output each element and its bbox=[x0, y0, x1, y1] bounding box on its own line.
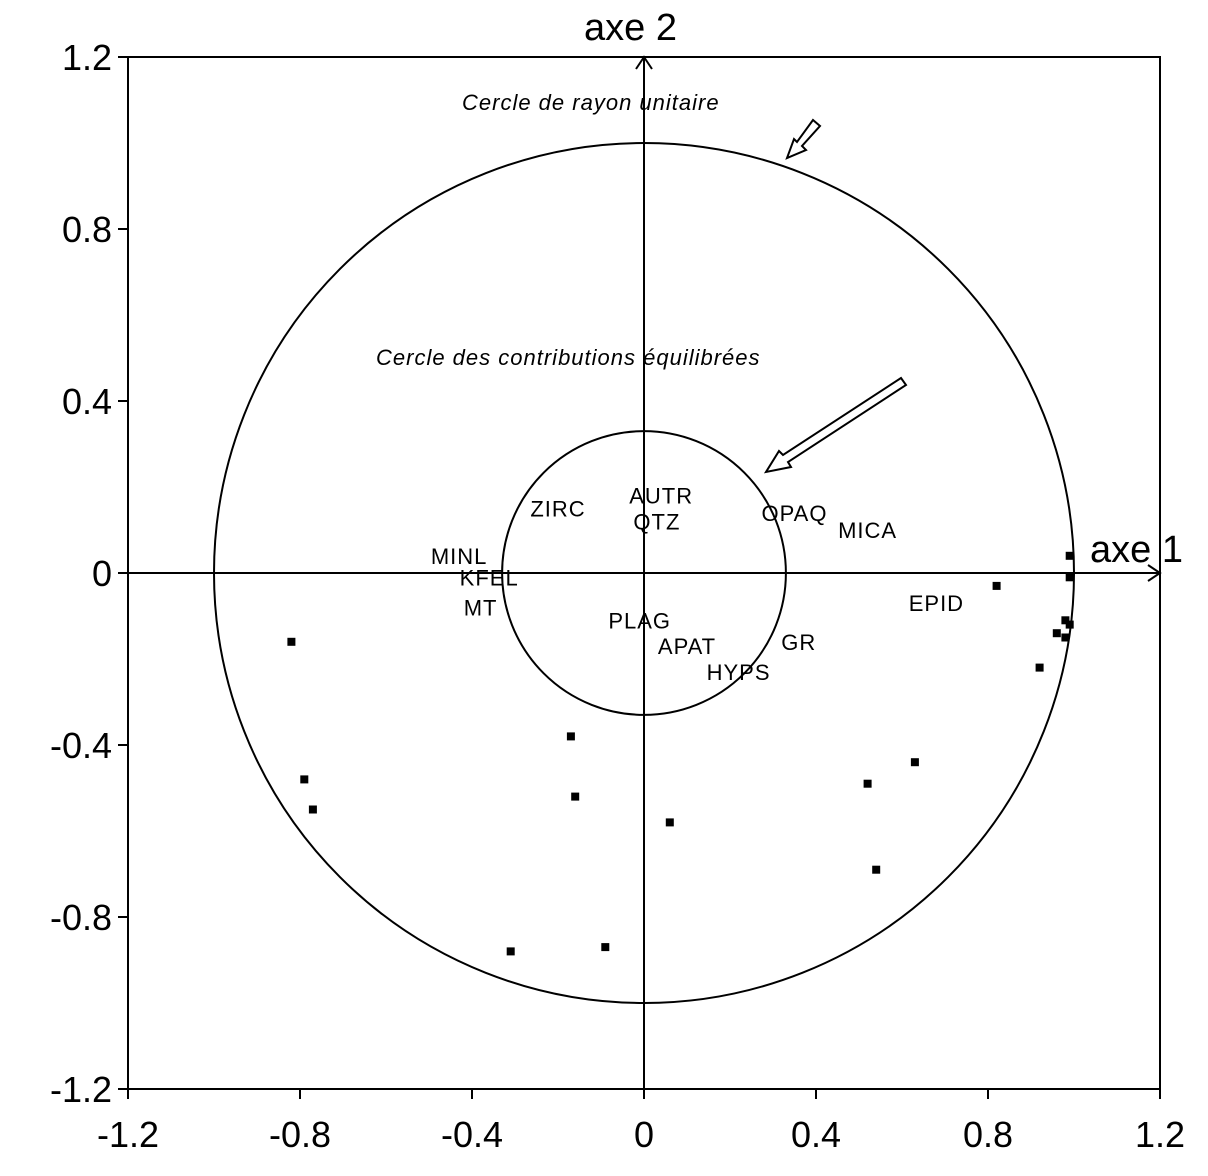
variable-label: MINL bbox=[431, 544, 488, 569]
data-point bbox=[992, 581, 1001, 590]
data-point bbox=[506, 947, 515, 956]
data-point bbox=[910, 758, 919, 767]
x-tick-label: -1.2 bbox=[97, 1114, 159, 1155]
data-point bbox=[571, 792, 580, 801]
y-tick-label: -0.8 bbox=[50, 897, 112, 938]
data-point bbox=[1052, 629, 1061, 638]
y-tick-label: 0.4 bbox=[62, 381, 112, 422]
data-point bbox=[1065, 573, 1074, 582]
x-tick-label: -0.8 bbox=[269, 1114, 331, 1155]
y-tick-label: 0.8 bbox=[62, 209, 112, 250]
axis-1-arrowhead bbox=[1147, 564, 1162, 582]
data-point bbox=[863, 779, 872, 788]
variable-label: QTZ bbox=[633, 509, 680, 534]
y-tick-label: 0 bbox=[92, 553, 112, 594]
y-tick-label: 1.2 bbox=[62, 37, 112, 78]
variable-label: MICA bbox=[838, 518, 897, 543]
variable-label: OPAQ bbox=[762, 501, 828, 526]
variable-label: HYPS bbox=[707, 660, 771, 685]
data-point bbox=[1061, 633, 1070, 642]
data-point bbox=[601, 943, 610, 952]
data-point bbox=[1065, 620, 1074, 629]
unit-circle-annotation: Cercle de rayon unitaire bbox=[462, 90, 720, 115]
data-point bbox=[872, 865, 881, 874]
y-tick-label: -1.2 bbox=[50, 1069, 112, 1110]
x-tick-label: -0.4 bbox=[441, 1114, 503, 1155]
data-point bbox=[566, 732, 575, 741]
variable-label: AUTR bbox=[629, 484, 693, 509]
x-tick-label: 0.8 bbox=[963, 1114, 1013, 1155]
x-tick-label: 1.2 bbox=[1135, 1114, 1185, 1155]
data-point bbox=[665, 818, 674, 827]
axis-2-arrowhead bbox=[635, 55, 653, 70]
variable-label: APAT bbox=[658, 634, 716, 659]
variable-label: EPID bbox=[909, 591, 964, 616]
unit-circle-arrow bbox=[785, 118, 822, 160]
data-point bbox=[308, 805, 317, 814]
x-tick-label: 0.4 bbox=[791, 1114, 841, 1155]
axis-1-label: axe 1 bbox=[1090, 529, 1183, 571]
data-point bbox=[287, 637, 296, 646]
x-tick-label: 0 bbox=[634, 1114, 654, 1155]
variable-label: MT bbox=[464, 595, 498, 620]
variable-label: KFEL bbox=[460, 565, 519, 590]
balanced-circle-annotation: Cercle des contributions équilibrées bbox=[376, 345, 761, 370]
balanced-circle-arrow bbox=[763, 376, 908, 474]
data-point bbox=[1065, 551, 1074, 560]
y-tick-label: -0.4 bbox=[50, 725, 112, 766]
variable-label: ZIRC bbox=[530, 497, 585, 522]
variable-label: GR bbox=[781, 630, 816, 655]
variable-label: PLAG bbox=[608, 608, 671, 633]
data-point bbox=[300, 775, 309, 784]
data-point bbox=[1061, 616, 1070, 625]
axis-2-label: axe 2 bbox=[584, 7, 677, 49]
data-point bbox=[1035, 663, 1044, 672]
